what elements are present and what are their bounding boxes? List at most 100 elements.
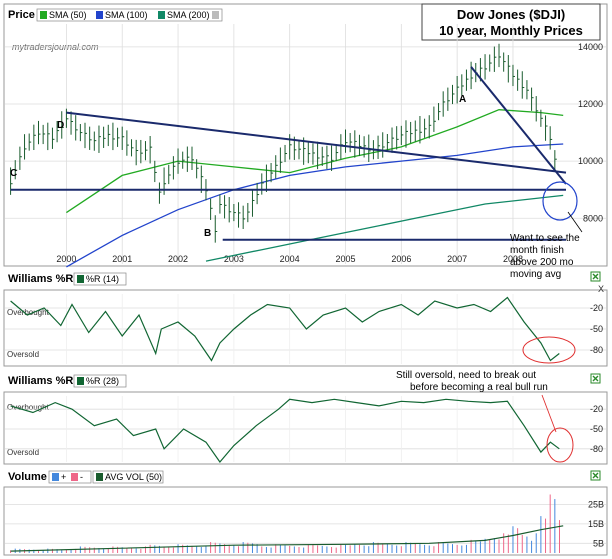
- legend-vol-down-label: -: [80, 472, 83, 482]
- legend-swatch-gray: [212, 11, 219, 19]
- price-panel-title: Price: [8, 9, 35, 21]
- annotation-line-3: above 200 mo: [510, 257, 574, 268]
- wr14-panel: Williams %R %R (14) Overbought Oversold …: [3, 272, 608, 367]
- legend-sma200-label: SMA (200): [167, 10, 210, 20]
- legend-avg-vol-label: AVG VOL (50): [105, 472, 162, 482]
- legend-swatch-avg-vol: [96, 473, 103, 481]
- legend-swatch-sma100: [96, 11, 103, 19]
- wr14-y-tick-1: -50: [590, 324, 603, 334]
- trendline-A: [470, 66, 567, 185]
- wr14-line: [10, 296, 560, 362]
- annotation-line-2: month finish: [510, 245, 564, 256]
- highlight-circle: [542, 181, 578, 221]
- wr28-gridlines: [5, 396, 606, 462]
- volume-gridlines: [5, 504, 606, 544]
- chart-title-line2: 10 year, Monthly Prices: [439, 23, 583, 38]
- annotation-pointer: [567, 211, 583, 233]
- sma-line-1: [66, 143, 564, 268]
- wr28-y-tick-2: -80: [590, 444, 603, 454]
- vol-y-tick-2: 5B: [593, 538, 604, 548]
- wr14-close-icon[interactable]: [590, 271, 601, 282]
- wr28-series-line: [10, 398, 560, 463]
- price-x-tick-7: 2007: [447, 254, 467, 264]
- wr-annotation-line-1: Still oversold, need to break out: [396, 370, 536, 381]
- sma-line-2: [205, 194, 564, 262]
- wr28-oversold-label: Oversold: [7, 448, 39, 457]
- price-x-tick-6: 2006: [391, 254, 411, 264]
- price-x-tick-3: 2003: [224, 254, 244, 264]
- wr28-panel: Williams %R %R (28) Overbought Oversold …: [3, 370, 608, 465]
- legend-sma100-label: SMA (100): [105, 10, 148, 20]
- volume-avg-polyline: [10, 525, 564, 552]
- volume-y-tick-labels: 25B 15B 5B: [588, 500, 604, 549]
- price-y-tick-1: 10000: [578, 156, 603, 166]
- price-bars: [10, 43, 557, 243]
- sma-line-0: [66, 109, 564, 214]
- wr14-legend: %R (14): [73, 272, 127, 286]
- label-b: B: [204, 228, 211, 239]
- wr14-highlight-circle: [522, 336, 576, 364]
- wr-annotation-line-2: before becoming a real bull run: [410, 382, 548, 393]
- price-x-tick-2: 2002: [168, 254, 188, 264]
- wr28-close-icon[interactable]: [590, 373, 601, 384]
- legend-vol-up-label: +: [61, 472, 66, 482]
- price-x-tick-labels: 2000 2001 2002 2003 2004 2005 2006 2007 2008: [56, 254, 523, 264]
- x-marker-icon: X: [598, 284, 604, 294]
- label-a: A: [459, 94, 466, 105]
- volume-close-icon[interactable]: [590, 470, 601, 481]
- volume-panel-title: Volume: [8, 471, 47, 483]
- price-x-tick-4: 2004: [280, 254, 300, 264]
- price-panel: Price SMA (50) SMA (100) SMA (200) Dow J…: [3, 3, 608, 280]
- price-x-tick-8: 2008: [503, 254, 523, 264]
- price-x-tick-5: 2005: [335, 254, 355, 264]
- chart-title-box: Dow Jones ($DJI) 10 year, Monthly Prices: [421, 3, 601, 41]
- sma-lines: [66, 109, 564, 268]
- annotation-line-1: Want to see the: [510, 233, 580, 244]
- legend-swatch-vol-up: [52, 473, 59, 481]
- price-legend: SMA (50) SMA (100) SMA (200): [36, 8, 223, 22]
- wr28-line: [10, 398, 560, 463]
- wr14-y-tick-0: -20: [590, 303, 603, 313]
- wr28-panel-title: Williams %R: [8, 375, 73, 387]
- volume-legend: + - AVG VOL (50): [48, 470, 164, 484]
- trendline-D: [66, 111, 567, 174]
- wr28-legend: %R (28): [73, 374, 127, 388]
- volume-bars: [10, 494, 560, 553]
- volume-panel: Volume + - AVG VOL (50) 25B 15B 5B: [3, 470, 608, 556]
- price-annotations: A D C B Want to see the month finish abo…: [10, 94, 583, 280]
- trendlines: [10, 66, 567, 241]
- vol-y-tick-1: 15B: [588, 519, 604, 529]
- wr14-panel-title: Williams %R: [8, 273, 73, 285]
- wr14-series-line: [10, 296, 560, 362]
- price-y-tick-2: 12000: [578, 99, 603, 109]
- price-x-tick-1: 2001: [112, 254, 132, 264]
- legend-swatch-wr14: [77, 275, 84, 283]
- legend-wr14-label: %R (14): [86, 274, 119, 284]
- legend-swatch-sma50: [40, 11, 47, 19]
- vol-y-tick-0: 25B: [588, 500, 604, 510]
- wr28-highlight-circle: [546, 427, 574, 463]
- legend-wr28-label: %R (28): [86, 376, 119, 386]
- wr28-overbought-label: Overbought: [7, 403, 50, 412]
- wr-annotation-pointer: [541, 394, 557, 433]
- legend-sma50-label: SMA (50): [49, 10, 87, 20]
- wr28-y-tick-labels: -20 -50 -80: [590, 404, 603, 454]
- wr14-y-tick-2: -80: [590, 345, 603, 355]
- wr28-y-tick-0: -20: [590, 404, 603, 414]
- label-d: D: [57, 120, 64, 131]
- wr14-gridlines: [5, 294, 606, 364]
- wr28-y-tick-1: -50: [590, 424, 603, 434]
- price-x-tick-0: 2000: [56, 254, 76, 264]
- legend-swatch-sma200: [158, 11, 165, 19]
- wr14-oversold-label: Oversold: [7, 350, 39, 359]
- annotation-line-4: moving avg: [510, 269, 561, 280]
- wr14-y-tick-labels: -20 -50 -80: [590, 303, 603, 355]
- price-y-tick-0: 8000: [583, 213, 603, 223]
- legend-swatch-vol-down: [71, 473, 78, 481]
- label-c: C: [10, 168, 17, 179]
- chart-title-line1: Dow Jones ($DJI): [457, 7, 565, 22]
- legend-swatch-wr28: [77, 377, 84, 385]
- wr14-overbought-label: Overbought: [7, 308, 50, 317]
- price-y-tick-3: 14000: [578, 42, 603, 52]
